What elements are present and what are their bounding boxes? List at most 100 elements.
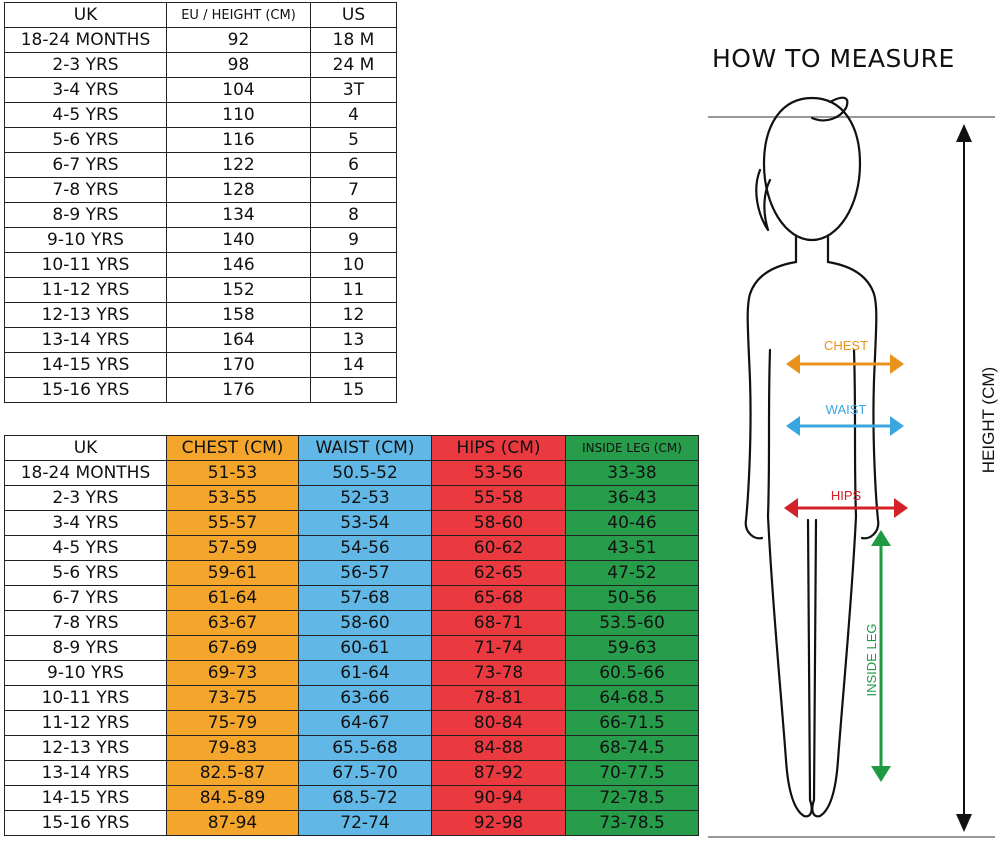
uk-size-cell: 6-7 YRS — [4, 152, 167, 178]
header-uk: UK — [4, 2, 167, 28]
chest-arrow — [786, 354, 904, 374]
table-row: 4-5 YRS 110 4 — [4, 102, 397, 128]
eu-height-cell: 134 — [166, 202, 311, 228]
table-row: 18-24 MONTHS 51-53 50.5-52 53-56 33-38 — [4, 460, 699, 486]
inside-leg-label: INSIDE LEG — [864, 624, 879, 697]
header-chest: CHEST (CM) — [166, 435, 299, 461]
inside-leg-cell: 60.5-66 — [565, 660, 699, 686]
table-row: 5-6 YRS 116 5 — [4, 127, 397, 153]
eu-height-cell: 104 — [166, 77, 311, 103]
table-row: 9-10 YRS 140 9 — [4, 227, 397, 253]
child-measurement-figure: CHEST WAIST HIPS INSIDE LEG HEIGHT (CM) — [708, 96, 998, 838]
inside-leg-cell: 53.5-60 — [565, 610, 699, 636]
uk-size-cell: 11-12 YRS — [4, 277, 167, 303]
chest-cell: 55-57 — [166, 510, 299, 536]
hips-cell: 68-71 — [431, 610, 566, 636]
uk-size-cell: 7-8 YRS — [4, 610, 167, 636]
chest-cell: 87-94 — [166, 810, 299, 836]
uk-size-cell: 7-8 YRS — [4, 177, 167, 203]
uk-size-cell: 18-24 MONTHS — [4, 27, 167, 53]
inside-leg-cell: 59-63 — [565, 635, 699, 661]
table-row: 6-7 YRS 122 6 — [4, 152, 397, 178]
table-row: 6-7 YRS 61-64 57-68 65-68 50-56 — [4, 585, 699, 611]
chest-cell: 53-55 — [166, 485, 299, 511]
waist-cell: 54-56 — [298, 535, 432, 561]
table-row: 13-14 YRS 82.5-87 67.5-70 87-92 70-77.5 — [4, 760, 699, 786]
chest-cell: 57-59 — [166, 535, 299, 561]
inside-leg-cell: 50-56 — [565, 585, 699, 611]
size-table-header-row: UK EU / HEIGHT (CM) US — [4, 2, 397, 28]
table-row: 12-13 YRS 158 12 — [4, 302, 397, 328]
waist-cell: 53-54 — [298, 510, 432, 536]
waist-cell: 64-67 — [298, 710, 432, 736]
table-row: 18-24 MONTHS 92 18 M — [4, 27, 397, 53]
chest-cell: 61-64 — [166, 585, 299, 611]
hips-cell: 92-98 — [431, 810, 566, 836]
uk-size-cell: 18-24 MONTHS — [4, 460, 167, 486]
chest-cell: 59-61 — [166, 560, 299, 586]
uk-size-cell: 4-5 YRS — [4, 102, 167, 128]
uk-size-cell: 12-13 YRS — [4, 735, 167, 761]
hips-cell: 53-56 — [431, 460, 566, 486]
uk-size-cell: 10-11 YRS — [4, 252, 167, 278]
hips-cell: 84-88 — [431, 735, 566, 761]
hips-label: HIPS — [831, 488, 862, 503]
uk-size-cell: 4-5 YRS — [4, 535, 167, 561]
chest-cell: 73-75 — [166, 685, 299, 711]
eu-height-cell: 158 — [166, 302, 311, 328]
hips-cell: 78-81 — [431, 685, 566, 711]
table-row: 14-15 YRS 84.5-89 68.5-72 90-94 72-78.5 — [4, 785, 699, 811]
us-size-cell: 8 — [310, 202, 397, 228]
child-silhouette — [744, 96, 880, 818]
table-row: 10-11 YRS 73-75 63-66 78-81 64-68.5 — [4, 685, 699, 711]
waist-label: WAIST — [826, 402, 867, 417]
table-row: 11-12 YRS 75-79 64-67 80-84 66-71.5 — [4, 710, 699, 736]
chest-cell: 84.5-89 — [166, 785, 299, 811]
us-size-cell: 24 M — [310, 52, 397, 78]
inside-leg-cell: 66-71.5 — [565, 710, 699, 736]
waist-cell: 68.5-72 — [298, 785, 432, 811]
chest-label: CHEST — [824, 338, 868, 353]
uk-size-cell: 8-9 YRS — [4, 202, 167, 228]
measurements-table-body: 18-24 MONTHS 51-53 50.5-52 53-56 33-38 2-3 YR… — [4, 460, 699, 836]
chest-cell: 69-73 — [166, 660, 299, 686]
us-size-cell: 10 — [310, 252, 397, 278]
us-size-cell: 13 — [310, 327, 397, 353]
eu-height-cell: 170 — [166, 352, 311, 378]
waist-cell: 60-61 — [298, 635, 432, 661]
inside-leg-cell: 73-78.5 — [565, 810, 699, 836]
inside-leg-cell: 36-43 — [565, 485, 699, 511]
table-row: 8-9 YRS 134 8 — [4, 202, 397, 228]
header-uk: UK — [4, 435, 167, 461]
chest-cell: 67-69 — [166, 635, 299, 661]
us-size-cell: 12 — [310, 302, 397, 328]
table-row: 15-16 YRS 176 15 — [4, 377, 397, 403]
hips-arrow — [784, 498, 908, 518]
uk-size-cell: 3-4 YRS — [4, 510, 167, 536]
us-size-cell: 11 — [310, 277, 397, 303]
eu-height-cell: 146 — [166, 252, 311, 278]
chest-cell: 51-53 — [166, 460, 299, 486]
hips-cell: 60-62 — [431, 535, 566, 561]
inside-leg-cell: 33-38 — [565, 460, 699, 486]
us-size-cell: 7 — [310, 177, 397, 203]
us-size-cell: 5 — [310, 127, 397, 153]
inside-leg-cell: 70-77.5 — [565, 760, 699, 786]
hips-cell: 90-94 — [431, 785, 566, 811]
hips-cell: 87-92 — [431, 760, 566, 786]
table-row: 9-10 YRS 69-73 61-64 73-78 60.5-66 — [4, 660, 699, 686]
uk-size-cell: 13-14 YRS — [4, 327, 167, 353]
height-arrow — [956, 124, 972, 832]
hips-cell: 71-74 — [431, 635, 566, 661]
eu-height-cell: 122 — [166, 152, 311, 178]
inside-leg-cell: 47-52 — [565, 560, 699, 586]
how-to-measure-title: HOW TO MEASURE — [712, 44, 955, 73]
waist-cell: 72-74 — [298, 810, 432, 836]
uk-size-cell: 15-16 YRS — [4, 810, 167, 836]
us-size-cell: 6 — [310, 152, 397, 178]
table-row: 7-8 YRS 63-67 58-60 68-71 53.5-60 — [4, 610, 699, 636]
uk-size-cell: 13-14 YRS — [4, 760, 167, 786]
us-size-cell: 4 — [310, 102, 397, 128]
us-size-cell: 3T — [310, 77, 397, 103]
size-conversion-table: UK EU / HEIGHT (CM) US 18-24 MONTHS 92 18 … — [4, 2, 397, 403]
